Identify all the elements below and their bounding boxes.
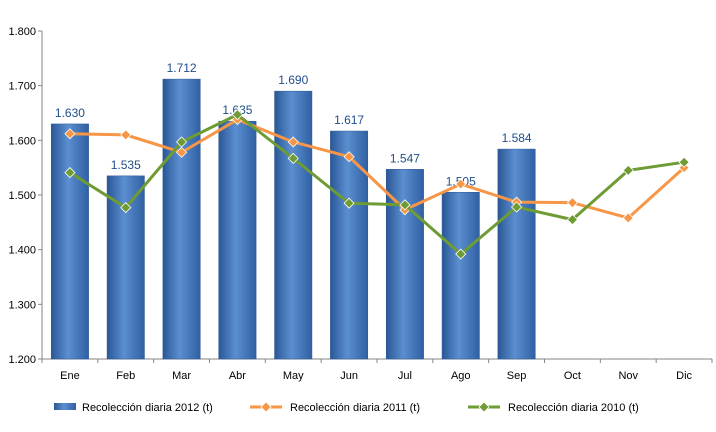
series-2010-line	[69, 113, 685, 256]
y-tick-label: 1.500	[8, 190, 36, 202]
bar	[50, 123, 89, 360]
line-marker	[455, 248, 467, 260]
bar-data-label: 1.584	[502, 131, 532, 145]
bar-series	[50, 78, 536, 360]
x-tick-label: Jul	[398, 370, 412, 382]
x-tick-label: Oct	[564, 370, 581, 382]
x-tick-label: May	[283, 370, 304, 382]
y-tick-label: 1.300	[8, 299, 36, 311]
line-marker	[566, 197, 578, 209]
line-marker	[622, 164, 634, 176]
legend-label: Recolección diaria 2012 (t)	[82, 402, 213, 414]
legend-label: Recolección diaria 2011 (t)	[290, 402, 420, 414]
bar	[274, 90, 313, 360]
line-marker	[176, 146, 188, 158]
x-tick-label: Feb	[116, 370, 135, 382]
line-marker	[176, 136, 188, 148]
bar-data-label: 1.535	[111, 158, 141, 172]
x-tick-label: Mar	[172, 370, 191, 382]
legend-swatch-2012	[54, 403, 76, 410]
line-marker	[120, 129, 132, 141]
line-marker	[287, 136, 299, 148]
bar	[441, 192, 480, 360]
bar-data-label: 1.630	[55, 106, 85, 120]
line-marker	[678, 156, 690, 168]
x-tick-label: Sep	[507, 370, 527, 382]
x-tick-label: Abr	[229, 370, 246, 382]
line-marker	[64, 128, 76, 140]
line-marker	[566, 214, 578, 226]
bar	[218, 120, 257, 360]
x-tick-label: Nov	[618, 370, 638, 382]
line-marker	[231, 109, 243, 121]
x-axis: Ene Feb Mar Abr May Jun Jul Ago Sep Oct Nov Dic	[41, 358, 713, 382]
x-tick-label: Dic	[676, 370, 692, 382]
legend-label: Recolección diaria 2010 (t)	[508, 402, 639, 414]
y-tick-label: 1.700	[8, 81, 36, 93]
x-tick-label: Ene	[60, 370, 80, 382]
x-tick-label: Jun	[340, 370, 358, 382]
line-marker	[622, 212, 634, 224]
bar-data-label: 1.617	[334, 113, 364, 127]
line-marker	[343, 197, 355, 209]
y-tick-label: 1.200	[8, 354, 36, 366]
line-marker	[287, 152, 299, 164]
legend: Recolección diaria 2012 (t) Recolección d…	[54, 401, 639, 414]
line-marker	[64, 167, 76, 179]
bar-data-label: 1.712	[167, 61, 197, 75]
bar	[497, 148, 536, 360]
line-marker	[511, 201, 523, 213]
y-tick-label: 1.400	[8, 245, 36, 257]
line-series	[64, 109, 690, 260]
series-2011-line	[69, 118, 686, 220]
line-marker	[343, 151, 355, 163]
bar-data-label: 1.690	[278, 73, 308, 87]
line-marker	[120, 202, 132, 214]
bar-data-labels: 1.6301.5351.7121.6351.6901.6171.5471.505…	[55, 61, 532, 188]
bar-data-label: 1.547	[390, 151, 420, 165]
y-tick-label: 1.800	[8, 26, 36, 38]
bar	[162, 78, 201, 360]
x-tick-label: Ago	[451, 370, 471, 382]
bar	[330, 130, 369, 360]
line-marker	[399, 199, 411, 211]
legend-marker	[478, 401, 490, 413]
y-axis: 1.200 1.300 1.400 1.500 1.600 1.700 1.800	[8, 26, 43, 366]
line-marker	[455, 178, 467, 190]
legend-marker	[260, 401, 272, 413]
y-tick-label: 1.600	[8, 135, 36, 147]
